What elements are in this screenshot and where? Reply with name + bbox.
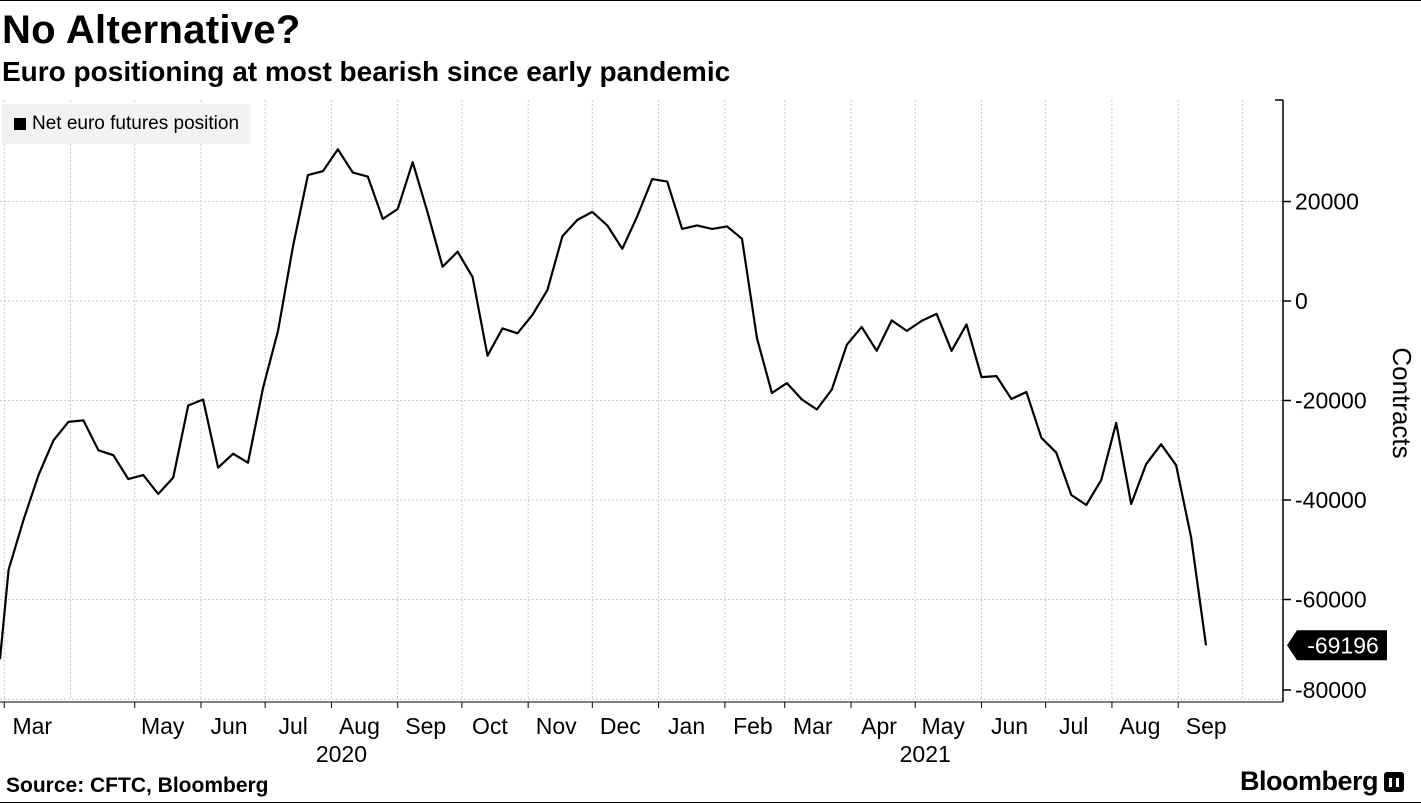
x-tick-label: Jul: [278, 713, 307, 739]
x-tick-label: May: [141, 713, 185, 739]
last-value-label: -69196: [1307, 632, 1379, 658]
year-label: 2020: [316, 741, 367, 767]
brand-footer: Bloomberg: [1240, 766, 1405, 797]
x-tick-label: Mar: [12, 713, 52, 739]
y-axis-label: Contracts: [1387, 347, 1417, 458]
legend-label: Net euro futures position: [32, 113, 240, 134]
last-value-badge: [1287, 630, 1387, 661]
brand-name: Bloomberg: [1240, 766, 1379, 796]
chart-subtitle: Euro positioning at most bearish since e…: [2, 56, 731, 87]
x-tick-label: Feb: [733, 713, 773, 739]
x-tick-label: Jun: [991, 713, 1028, 739]
y-tick-label: -80000: [1295, 677, 1367, 703]
chart-title: No Alternative?: [2, 8, 301, 52]
x-tick-label: Dec: [600, 713, 641, 739]
series-line: [0, 148, 1208, 660]
y-tick-label: 0: [1295, 288, 1308, 314]
x-tick-label: Sep: [405, 713, 446, 739]
x-tick-label: Mar: [793, 713, 833, 739]
x-tick-label: Nov: [536, 713, 577, 739]
bloomberg-logo-icon: [1384, 772, 1405, 792]
y-tick-label: -20000: [1295, 388, 1367, 414]
y-tick-label: -60000: [1295, 587, 1367, 613]
x-tick-label: Aug: [339, 713, 380, 739]
x-tick-label: May: [921, 713, 965, 739]
legend-swatch: [14, 118, 26, 130]
series-layer: -69196: [0, 148, 1387, 661]
x-tick-label: Jan: [668, 713, 705, 739]
year-label: 2021: [900, 741, 951, 767]
y-tick-label: -40000: [1295, 487, 1367, 513]
x-tick-label: Jun: [210, 713, 247, 739]
x-tick-label: Apr: [861, 713, 897, 739]
x-tick-label: Sep: [1186, 713, 1227, 739]
y-tick-label: 20000: [1295, 189, 1359, 215]
source-note: Source: CFTC, Bloomberg: [6, 774, 269, 797]
x-tick-label: Jul: [1059, 713, 1088, 739]
axis-layer: 20000 0 -20000 -40000 -60000 -80000 Mar May Jun J…: [0, 99, 1367, 767]
legend: Net euro futures position: [2, 104, 252, 144]
x-tick-label: Aug: [1119, 713, 1160, 739]
x-tick-label: Oct: [472, 713, 508, 739]
grid-layer: [0, 100, 1283, 700]
